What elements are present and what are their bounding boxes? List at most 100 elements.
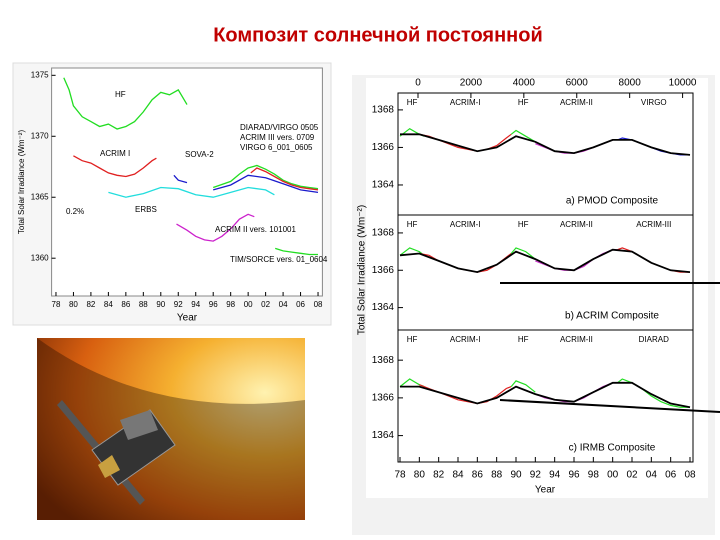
x-tick-label: 94: [549, 470, 561, 481]
series-label: ACRIM-II: [560, 98, 593, 107]
x-tick-label: 78: [52, 300, 61, 309]
data-line: [510, 380, 536, 393]
series-label: ACRIM II vers. 101001: [215, 225, 296, 234]
panel-frame: [397, 329, 694, 463]
x-tick-label: 02: [626, 470, 638, 481]
x-tick-label: 86: [472, 470, 484, 481]
series-label: HF: [518, 335, 529, 344]
x2-tick-label: 6000: [566, 78, 589, 89]
x-tick-label: 90: [156, 300, 165, 309]
data-line: [617, 378, 690, 408]
y-tick-label: 1368: [372, 105, 395, 116]
x-tick-label: 82: [86, 300, 95, 309]
x2-tick-label: 8000: [619, 78, 642, 89]
series-label: ACRIM I: [100, 149, 130, 158]
x2-tick-label: 4000: [513, 78, 536, 89]
x-tick-label: 02: [261, 300, 270, 309]
x-tick-label: 08: [684, 470, 696, 481]
data-line: [213, 174, 319, 194]
series-label: ERBS: [135, 205, 157, 214]
y-tick-label: 1375: [31, 70, 49, 79]
x-tick-label: 80: [414, 470, 426, 481]
x2-tick-label: 2000: [460, 78, 483, 89]
x-tick-label: 88: [491, 470, 503, 481]
annotation: 0.2%: [66, 207, 84, 216]
data-line: [399, 248, 691, 274]
series-label: HF: [518, 98, 529, 107]
panel-title: c) IRMB Composite: [569, 443, 656, 454]
y-tick-label: 1368: [372, 355, 395, 366]
x-tick-label: 80: [69, 300, 78, 309]
data-line: [510, 129, 536, 143]
y-axis-label: Total Solar Irradiance (Wm⁻²): [357, 205, 368, 335]
panel-title: a) PMOD Composite: [566, 196, 659, 207]
x-tick-label: 88: [139, 300, 148, 309]
panel-title: b) ACRIM Composite: [565, 311, 659, 322]
x-tick-label: 06: [296, 300, 305, 309]
x2-tick-label: 10000: [669, 78, 697, 89]
x-axis-label: Year: [535, 485, 556, 496]
data-line: [63, 77, 188, 130]
photo: [37, 338, 305, 520]
series-label: ACRIM-I: [450, 335, 481, 344]
x-tick-label: 84: [104, 300, 113, 309]
x-tick-label: 96: [568, 470, 580, 481]
x-tick-label: 82: [433, 470, 445, 481]
data-line: [73, 155, 157, 178]
x-tick-label: 94: [191, 300, 200, 309]
x-tick-label: 04: [646, 470, 658, 481]
y-tick-label: 1365: [31, 192, 49, 201]
pointer-line: [499, 399, 720, 413]
series-label: ACRIM-II: [560, 335, 593, 344]
x-axis-label: Year: [177, 313, 198, 324]
series-label: VIRGO: [641, 98, 667, 107]
y-tick-label: 1364: [372, 302, 395, 313]
right-figure-inner: [366, 78, 708, 498]
series-label: TIM/SORCE vers. 01_0604: [230, 255, 328, 264]
y-tick-label: 1364: [372, 180, 395, 191]
series-label: VIRGO 6_001_0605: [240, 143, 313, 152]
data-line: [400, 381, 691, 409]
data-line: [250, 167, 319, 191]
series-label: HF: [407, 335, 418, 344]
y-axis-label: Total Solar Irradiance (Wm⁻²): [17, 130, 26, 235]
x-tick-label: 84: [452, 470, 464, 481]
x-tick-label: 86: [121, 300, 130, 309]
x-tick-label: 92: [530, 470, 542, 481]
y-tick-label: 1370: [31, 131, 49, 140]
data-line: [108, 186, 275, 198]
x-tick-label: 98: [226, 300, 235, 309]
series-label: ACRIM-I: [450, 220, 481, 229]
series-label: DIARAD: [639, 335, 669, 344]
data-line: [176, 213, 255, 242]
series-label: HF: [407, 98, 418, 107]
series-label: ACRIM-I: [450, 98, 481, 107]
x-tick-label: 78: [394, 470, 406, 481]
x-tick-label: 00: [607, 470, 619, 481]
data-line: [275, 247, 318, 256]
data-line: [212, 164, 319, 190]
y-tick-label: 1364: [372, 430, 395, 441]
series-label: ACRIM-II: [560, 220, 593, 229]
data-line: [173, 174, 188, 184]
series-label: ACRIM-III: [636, 220, 671, 229]
y-tick-label: 1366: [372, 142, 395, 153]
data-line: [400, 133, 691, 156]
y-tick-label: 1360: [31, 253, 49, 262]
x-tick-label: 98: [588, 470, 600, 481]
y-tick-label: 1366: [372, 393, 395, 404]
x-tick-label: 96: [209, 300, 218, 309]
series-label: SOVA-2: [185, 150, 214, 159]
x-tick-label: 90: [510, 470, 522, 481]
x-tick-label: 08: [314, 300, 323, 309]
y-tick-label: 1368: [372, 228, 395, 239]
series-label: HF: [115, 90, 126, 99]
series-label: DIARAD/VIRGO 0505: [240, 123, 319, 132]
y-tick-label: 1366: [372, 265, 395, 276]
series-label: HF: [518, 220, 529, 229]
series-label: HF: [407, 220, 418, 229]
x-tick-label: 92: [174, 300, 183, 309]
series-label: ACRIM III vers. 0709: [240, 133, 315, 142]
data-line: [510, 247, 536, 260]
